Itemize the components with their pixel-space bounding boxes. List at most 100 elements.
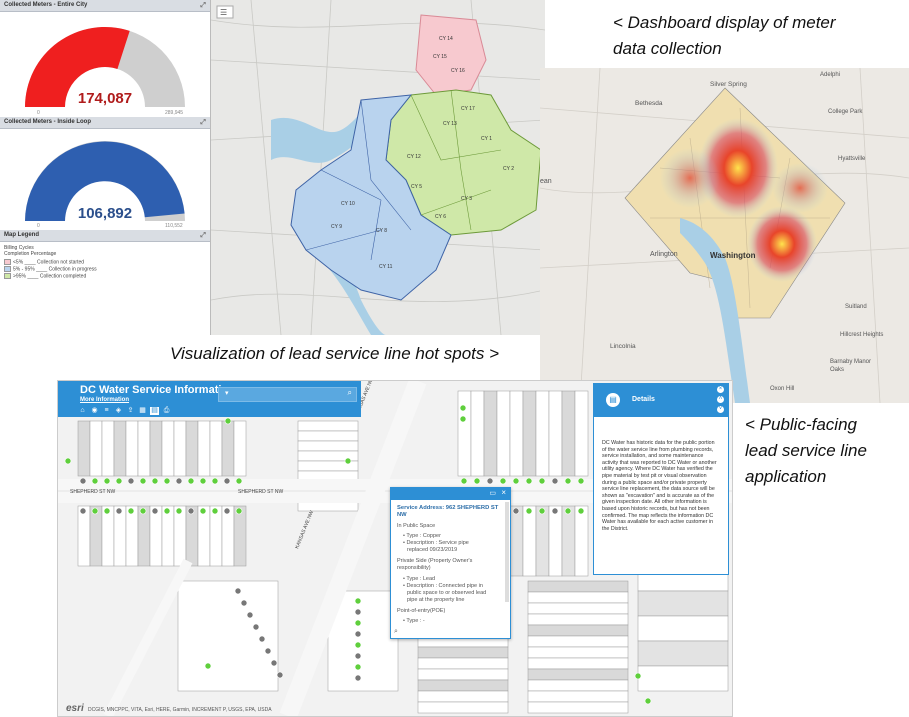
home-icon[interactable]: ⌂ [80, 407, 85, 414]
service-line-marker[interactable] [354, 619, 362, 627]
service-line-marker[interactable] [258, 635, 266, 643]
basemap-icon[interactable]: ▦ [139, 407, 146, 414]
expand-icon[interactable]: ⤢ [200, 2, 206, 9]
service-line-marker[interactable] [175, 507, 183, 515]
service-line-marker[interactable] [354, 641, 362, 649]
service-line-marker[interactable] [204, 662, 212, 670]
service-line-marker[interactable] [175, 477, 183, 485]
popup-scrollbar[interactable] [505, 502, 509, 602]
service-line-marker[interactable] [354, 674, 362, 682]
service-line-marker[interactable] [644, 697, 652, 705]
service-line-marker[interactable] [235, 507, 243, 515]
print-icon[interactable]: ⎙ [163, 407, 170, 414]
service-line-marker[interactable] [538, 477, 546, 485]
search-icon[interactable]: ⌕ [347, 388, 352, 397]
service-line-marker[interactable] [551, 507, 559, 515]
service-line-marker[interactable] [199, 477, 207, 485]
service-line-marker[interactable] [473, 477, 481, 485]
service-line-marker[interactable] [538, 507, 546, 515]
service-line-marker[interactable] [187, 477, 195, 485]
service-line-marker[interactable] [344, 457, 352, 465]
service-line-marker[interactable] [223, 507, 231, 515]
zoom-to-icon[interactable]: ⌕ [394, 628, 398, 635]
service-line-marker[interactable] [224, 417, 232, 425]
service-line-marker[interactable] [577, 477, 585, 485]
chevron-down-icon[interactable]: ˅ [717, 406, 724, 413]
service-line-marker[interactable] [551, 477, 559, 485]
service-line-marker[interactable] [240, 599, 248, 607]
expand-icon[interactable]: ⤢ [200, 119, 206, 126]
service-line-marker[interactable] [103, 477, 111, 485]
service-line-marker[interactable] [354, 630, 362, 638]
details-icon[interactable]: ▤ [150, 407, 159, 415]
expand-icon[interactable]: ⤢ [200, 232, 206, 239]
maximize-icon[interactable]: ▭ [489, 490, 496, 497]
lead-service-line-app[interactable]: SHEPHERD ST NW SHEPHERD ST NW KANSAS AVE… [57, 380, 733, 717]
service-line-marker[interactable] [151, 507, 159, 515]
service-line-marker[interactable] [354, 608, 362, 616]
service-line-marker[interactable] [354, 652, 362, 660]
service-line-marker[interactable] [460, 477, 468, 485]
service-line-marker[interactable] [270, 659, 278, 667]
service-line-marker[interactable] [512, 477, 520, 485]
service-line-marker[interactable] [127, 477, 135, 485]
service-line-marker[interactable] [163, 477, 171, 485]
share-icon[interactable]: ⇪ [127, 407, 134, 414]
list-icon[interactable]: ≡ [104, 407, 109, 414]
service-line-marker[interactable] [103, 507, 111, 515]
service-line-marker[interactable] [564, 477, 572, 485]
service-line-marker[interactable] [211, 507, 219, 515]
service-line-marker[interactable] [354, 597, 362, 605]
service-line-markers[interactable] [64, 404, 652, 705]
chevron-down-icon[interactable]: ▾ [225, 390, 229, 397]
service-line-marker[interactable] [211, 477, 219, 485]
service-line-marker[interactable] [223, 477, 231, 485]
close-icon[interactable]: × [501, 488, 506, 497]
close-icon[interactable]: × [717, 386, 724, 393]
service-line-marker[interactable] [139, 477, 147, 485]
service-line-marker[interactable] [246, 611, 254, 619]
service-line-marker[interactable] [234, 587, 242, 595]
service-line-marker[interactable] [139, 507, 147, 515]
service-line-marker[interactable] [577, 507, 585, 515]
service-line-marker[interactable] [127, 507, 135, 515]
service-line-marker[interactable] [564, 507, 572, 515]
service-line-marker[interactable] [634, 672, 642, 680]
service-line-marker[interactable] [525, 477, 533, 485]
service-line-marker[interactable] [459, 415, 467, 423]
locate-icon[interactable]: ◉ [91, 407, 98, 414]
service-line-marker[interactable] [115, 477, 123, 485]
service-line-marker[interactable] [91, 477, 99, 485]
service-line-marker[interactable] [64, 457, 72, 465]
service-popup[interactable]: ▭ × Service Address: 962 SHEPHERD ST NW … [390, 487, 511, 639]
service-line-marker[interactable] [459, 404, 467, 412]
service-line-marker[interactable] [525, 507, 533, 515]
search-input[interactable]: ▾ ⌕ [218, 387, 357, 402]
service-line-marker[interactable] [115, 507, 123, 515]
service-line-marker[interactable] [486, 477, 494, 485]
parcel [527, 602, 629, 615]
service-line-marker[interactable] [354, 663, 362, 671]
service-line-marker[interactable] [235, 477, 243, 485]
service-line-marker[interactable] [499, 477, 507, 485]
service-line-marker[interactable] [79, 477, 87, 485]
service-line-marker[interactable] [163, 507, 171, 515]
service-line-marker[interactable] [276, 671, 284, 679]
service-line-marker[interactable] [79, 507, 87, 515]
layers-icon[interactable]: ◈ [115, 407, 122, 414]
service-line-marker[interactable] [151, 477, 159, 485]
more-information-link[interactable]: More Information [80, 397, 129, 403]
service-line-marker[interactable] [91, 507, 99, 515]
layer-list-button[interactable] [216, 5, 234, 19]
cycle-region[interactable] [290, 94, 452, 301]
cycle-region[interactable] [415, 14, 487, 96]
lead-hotspot-map[interactable]: Silver Spring Adelphi Bethesda College P… [540, 68, 909, 403]
chevron-up-icon[interactable]: ˄ [717, 396, 724, 403]
service-line-marker[interactable] [199, 507, 207, 515]
service-line-marker[interactable] [187, 507, 195, 515]
details-panel[interactable]: ▤ Details × ˄ ˅ DC Water has historic da… [593, 383, 729, 575]
service-line-marker[interactable] [264, 647, 272, 655]
service-line-marker[interactable] [512, 507, 520, 515]
billing-cycle-map[interactable]: CY 14 CY 15 CY 16 CY 17 CY 13 CY 12 CY 2… [211, 0, 545, 335]
service-line-marker[interactable] [252, 623, 260, 631]
